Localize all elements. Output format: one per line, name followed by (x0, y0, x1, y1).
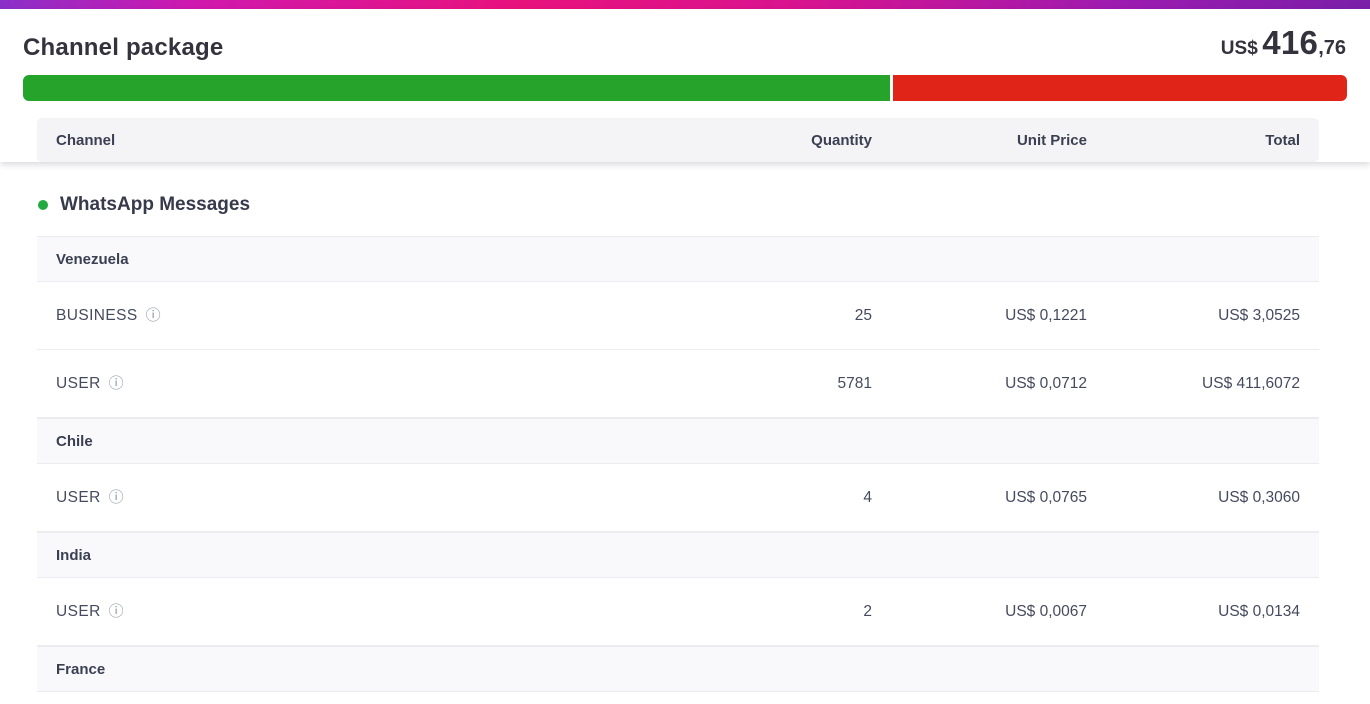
column-header-total: Total (1265, 131, 1300, 149)
country-label: France (56, 660, 106, 678)
package-total-amount: US$ 416,76 (1221, 24, 1346, 62)
column-header-channel: Channel (56, 131, 116, 149)
total-decimal: ,76 (1318, 37, 1346, 59)
quantity-value: 4 (863, 488, 872, 506)
unit-price-value: US$ 0,0765 (1005, 488, 1087, 506)
country-row-chile: Chile (37, 418, 1319, 464)
usage-bar-over (892, 75, 1347, 101)
channel-type-label: USER (56, 374, 101, 392)
channel-type-label: BUSINESS (56, 306, 138, 324)
country-row-india: India (37, 532, 1319, 578)
quantity-value: 2 (863, 602, 872, 620)
billing-breakdown: WhatsApp Messages Venezuela BUSINESS ⓘ 2… (0, 162, 1370, 692)
country-label: Venezuela (56, 250, 129, 268)
column-header-quantity: Quantity (811, 131, 872, 149)
total-value: US$ 411,6072 (1202, 374, 1300, 392)
unit-price-value: US$ 0,0712 (1005, 374, 1087, 392)
total-currency: US$ (1220, 38, 1258, 59)
info-icon[interactable]: ⓘ (145, 307, 161, 324)
country-label: India (56, 546, 92, 564)
unit-price-value: US$ 0,1221 (1005, 306, 1087, 324)
quantity-value: 25 (854, 306, 872, 324)
brand-gradient-bar (0, 0, 1370, 9)
section-whatsapp-messages: WhatsApp Messages (38, 194, 1370, 216)
total-value: US$ 3,0525 (1218, 306, 1300, 324)
channel-type-label: USER (56, 488, 101, 506)
column-header-unit-price: Unit Price (1016, 131, 1087, 149)
section-label: WhatsApp Messages (60, 194, 251, 215)
table-row: USER ⓘ 5781 US$ 0,0712 US$ 411,6072 (37, 350, 1319, 418)
total-value: US$ 0,3060 (1218, 488, 1300, 506)
total-value: US$ 0,0134 (1218, 602, 1300, 620)
table-row: USER ⓘ 4 US$ 0,0765 US$ 0,3060 (37, 464, 1319, 532)
usage-bar (23, 75, 1347, 101)
page-header: Channel package US$ 416,76 Channel Quant… (0, 9, 1370, 162)
table-row: USER ⓘ 2 US$ 0,0067 US$ 0,0134 (37, 578, 1319, 646)
channel-status-dot (38, 200, 48, 210)
country-label: Chile (56, 432, 93, 450)
usage-bar-used (23, 75, 893, 101)
title-row: Channel package US$ 416,76 (0, 9, 1370, 62)
page-title: Channel package (23, 34, 224, 61)
channel-type-label: USER (56, 602, 101, 620)
info-icon[interactable]: ⓘ (108, 489, 125, 506)
table-header-row: Channel Quantity Unit Price Total (37, 118, 1319, 162)
info-icon[interactable]: ⓘ (108, 375, 125, 392)
table-row: BUSINESS ⓘ 25 US$ 0,1221 US$ 3,0525 (37, 282, 1319, 350)
unit-price-value: US$ 0,0067 (1005, 602, 1087, 620)
total-main: 416 (1262, 24, 1319, 61)
country-row-venezuela: Venezuela (37, 236, 1319, 282)
country-row-france: France (37, 646, 1319, 692)
table-body: Venezuela BUSINESS ⓘ 25 US$ 0,1221 US$ 3… (37, 236, 1319, 692)
quantity-value: 5781 (837, 374, 872, 392)
info-icon[interactable]: ⓘ (108, 603, 125, 620)
